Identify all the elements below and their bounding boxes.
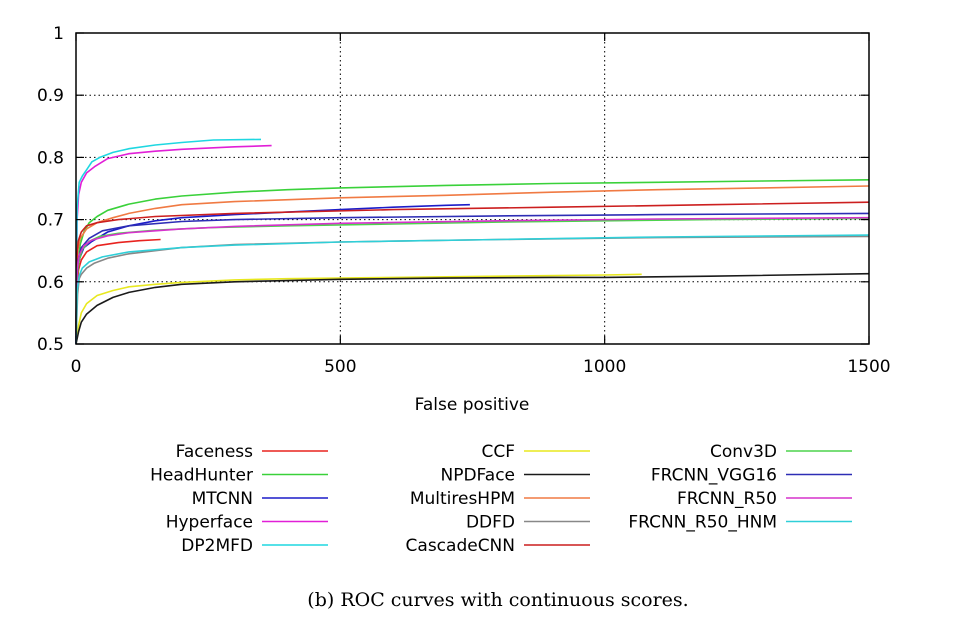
x-tick-label: 1000 — [583, 357, 626, 377]
legend: Faceness HeadHunter MTCNN Hyperface DP2MFD CC… — [150, 442, 852, 556]
legend-label: Faceness — [176, 442, 254, 462]
series-line-headhunter — [75, 179, 870, 345]
caption: (b) ROC curves with continuous scores. — [307, 589, 688, 611]
legend-label: CCF — [481, 442, 515, 462]
y-tick-label: 0.5 — [37, 335, 64, 355]
x-tick-label: 0 — [71, 357, 82, 377]
legend-label: HeadHunter — [150, 466, 253, 486]
legend-label: FRCNN_VGG16 — [651, 466, 777, 486]
series-line-ccf — [75, 273, 642, 345]
legend-label: DDFD — [466, 513, 515, 533]
plot-frame — [75, 32, 870, 345]
legend-label: MultiresHPM — [410, 489, 515, 509]
legend-label: Hyperface — [166, 513, 253, 533]
legend-label: MTCNN — [192, 489, 253, 509]
y-tick-label: 1 — [53, 24, 64, 44]
y-tick-label: 0.9 — [37, 86, 64, 106]
series-line-dp2mfd — [75, 138, 262, 345]
y-tick-label: 0.7 — [37, 211, 64, 231]
series-line-frcnn-r50-hnm — [75, 234, 870, 345]
x-tick-label: 500 — [324, 357, 356, 377]
x-tick-label: 1500 — [847, 357, 890, 377]
legend-label: DP2MFD — [181, 536, 253, 556]
axis-ticks: 0.5 0.6 0.7 0.8 0.9 1 0 500 1000 1500 — [37, 24, 891, 377]
legend-label: FRCNN_R50_HNM — [628, 513, 777, 533]
legend-label: FRCNN_R50 — [677, 489, 777, 509]
legend-label: NPDFace — [441, 466, 516, 486]
x-axis-label: False positive — [415, 395, 530, 415]
legend-label: Conv3D — [710, 442, 777, 462]
y-tick-label: 0.8 — [37, 148, 64, 168]
series-line-cascadecnn — [75, 201, 870, 345]
series-line-multireshpm — [75, 185, 870, 345]
grid-lines — [76, 33, 869, 344]
series-lines — [75, 138, 870, 345]
y-tick-label: 0.6 — [37, 273, 64, 293]
legend-label: CascadeCNN — [406, 536, 515, 556]
series-line-npdface — [75, 272, 870, 345]
series-line-frcnn-r50 — [75, 216, 870, 345]
